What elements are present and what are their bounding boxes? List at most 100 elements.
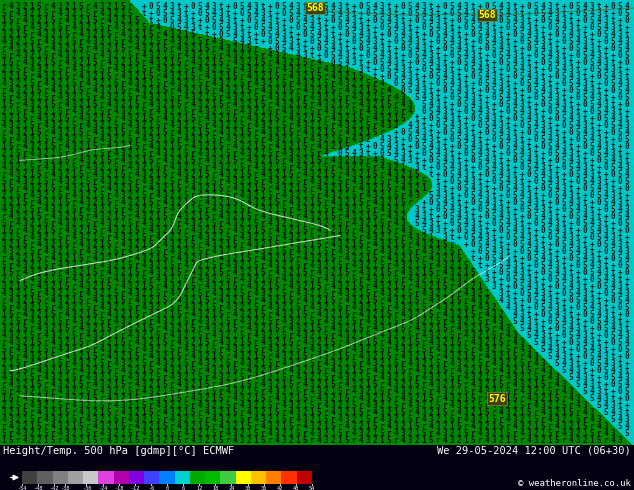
Text: 4: 4 (380, 205, 384, 214)
Text: 5: 5 (366, 416, 370, 424)
Text: +: + (562, 86, 566, 95)
Text: 0: 0 (597, 282, 601, 291)
Text: 1: 1 (177, 401, 181, 410)
Text: 1: 1 (113, 212, 119, 221)
Text: r: r (366, 324, 370, 333)
Text: r: r (44, 422, 48, 431)
Text: 5: 5 (499, 93, 503, 102)
Text: 4: 4 (9, 422, 13, 431)
Text: r: r (463, 380, 469, 389)
Text: 5: 5 (51, 226, 55, 235)
Text: 3: 3 (338, 198, 342, 207)
Text: 2: 2 (100, 163, 105, 172)
Text: 2: 2 (58, 247, 62, 256)
Text: 4: 4 (134, 170, 139, 179)
Text: 2: 2 (443, 254, 448, 263)
Text: 3: 3 (352, 380, 356, 389)
Text: 5: 5 (331, 128, 335, 137)
Text: 5: 5 (79, 44, 83, 52)
Text: 1: 1 (247, 50, 251, 60)
Text: 2: 2 (134, 324, 139, 333)
Text: 5: 5 (624, 50, 630, 60)
Text: 5: 5 (470, 149, 476, 158)
Text: 3: 3 (288, 401, 294, 410)
Text: r: r (338, 170, 342, 179)
Text: 2: 2 (288, 226, 294, 235)
Text: 3: 3 (583, 163, 587, 172)
Text: 0: 0 (450, 135, 455, 144)
Text: +: + (470, 247, 476, 256)
Text: 4: 4 (555, 352, 559, 361)
Text: 4: 4 (373, 282, 377, 291)
Text: r: r (198, 240, 202, 249)
Text: 4: 4 (51, 170, 55, 179)
Text: 3: 3 (597, 303, 601, 312)
Text: 3: 3 (86, 324, 90, 333)
Text: 1: 1 (205, 177, 209, 186)
Text: 2: 2 (534, 429, 538, 439)
Text: 5: 5 (93, 184, 97, 193)
Text: 5: 5 (387, 184, 391, 193)
Text: 1: 1 (79, 177, 83, 186)
Text: 4: 4 (401, 352, 405, 361)
Text: 5: 5 (562, 324, 566, 333)
Text: 1: 1 (380, 100, 384, 109)
Text: 2: 2 (288, 437, 294, 445)
Text: 5: 5 (611, 247, 616, 256)
Text: 4: 4 (527, 198, 531, 207)
Text: 5: 5 (590, 310, 594, 319)
Text: 3: 3 (212, 114, 216, 122)
Text: 4: 4 (170, 79, 174, 88)
Text: 1: 1 (477, 324, 482, 333)
Text: 0: 0 (597, 240, 601, 249)
Text: 2: 2 (302, 198, 307, 207)
Text: 4: 4 (590, 219, 594, 228)
Text: -42: -42 (49, 486, 59, 490)
Text: 2: 2 (477, 373, 482, 382)
Text: 2: 2 (268, 121, 273, 130)
Text: 5: 5 (394, 359, 398, 368)
Text: r: r (44, 254, 48, 263)
Text: 0: 0 (247, 16, 251, 24)
Text: 0: 0 (422, 107, 426, 116)
Text: 4: 4 (373, 366, 377, 375)
Text: 4: 4 (520, 191, 524, 200)
Text: t: t (562, 93, 566, 102)
Text: 4: 4 (624, 338, 630, 347)
Text: 3: 3 (484, 275, 489, 284)
Text: 4: 4 (65, 310, 69, 319)
Text: 4: 4 (380, 289, 384, 298)
Text: 2: 2 (422, 317, 426, 326)
Text: 5: 5 (401, 79, 405, 88)
Text: 1: 1 (317, 205, 321, 214)
Text: 4: 4 (352, 93, 356, 102)
Text: 5: 5 (359, 366, 363, 375)
Text: 3: 3 (415, 191, 419, 200)
Text: 1: 1 (113, 254, 119, 263)
Text: 4: 4 (268, 261, 273, 270)
Text: 5: 5 (492, 331, 496, 340)
Text: 1: 1 (352, 72, 356, 81)
Text: t: t (394, 135, 398, 144)
Text: 3: 3 (261, 79, 265, 88)
Text: 1: 1 (100, 408, 105, 417)
Text: 3: 3 (463, 212, 469, 221)
Text: 1: 1 (380, 394, 384, 403)
Text: 0: 0 (492, 135, 496, 144)
Text: 1: 1 (149, 121, 153, 130)
Text: t: t (233, 16, 237, 24)
Text: 1: 1 (254, 437, 258, 445)
Text: 4: 4 (295, 121, 301, 130)
Text: 4: 4 (470, 380, 476, 389)
Text: 3: 3 (555, 345, 559, 354)
Text: 3: 3 (107, 135, 112, 144)
Text: 3: 3 (555, 177, 559, 186)
Text: r: r (324, 324, 328, 333)
Text: +: + (548, 72, 552, 81)
Text: 4: 4 (408, 107, 412, 116)
Text: 0: 0 (576, 135, 580, 144)
Text: 2: 2 (44, 23, 48, 31)
Text: 4: 4 (401, 437, 405, 445)
Text: +: + (534, 100, 538, 109)
Text: r: r (331, 121, 335, 130)
